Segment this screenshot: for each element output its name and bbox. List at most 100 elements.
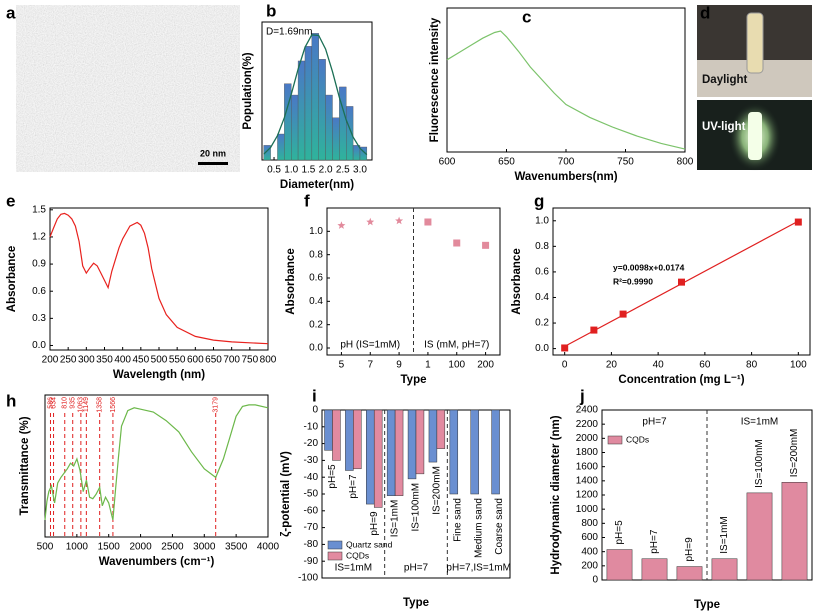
histogram-bar: [346, 106, 354, 161]
x-tick-label: 800: [677, 157, 694, 168]
x-tick-label: 3500: [225, 542, 248, 553]
bar: [676, 566, 703, 581]
y-tick-label: -60: [304, 505, 319, 516]
y-tick-label: 0.0: [309, 343, 323, 354]
y-tick-label: 600: [581, 532, 598, 543]
y-tick-label: -40: [304, 472, 319, 483]
histogram-bar: [339, 86, 347, 161]
x-axis-title: Diameter(nm): [280, 179, 354, 191]
y-tick-label: 800: [581, 518, 598, 529]
bar: [436, 409, 446, 449]
y-tick-label: 0.6: [535, 267, 549, 278]
peak-label: 810: [62, 397, 69, 409]
y-tick-label: 1.0: [535, 215, 549, 226]
bar: [324, 409, 333, 451]
peak-label: 1358: [97, 397, 104, 413]
x-tick-label: 350: [96, 355, 113, 366]
peak-label: 3179: [213, 397, 220, 413]
group-label: IS (mM, pH=7): [424, 340, 489, 351]
annotation: R²=0.9990: [613, 276, 653, 286]
y-tick-label: 1400: [576, 475, 599, 486]
x-tick-label: 5: [339, 360, 345, 371]
x-tick-label: 500: [37, 542, 54, 553]
peak-label: 935: [70, 397, 77, 409]
bar: [781, 482, 808, 581]
y-tick-label: 0.2: [309, 319, 323, 330]
y-axis-title: Population(%): [242, 52, 254, 129]
y-tick-label: 0.6: [32, 286, 46, 297]
x-tick-label: 0.5: [267, 165, 281, 176]
y-tick-label: 1600: [576, 461, 599, 472]
star-marker: [337, 221, 346, 229]
x-axis-title: Wavenumbers (cm⁻¹): [99, 556, 215, 568]
bar: [332, 409, 341, 461]
bar: [449, 409, 459, 495]
data-line: [44, 404, 269, 521]
square-marker: [590, 326, 598, 334]
category-label: pH=9: [369, 511, 380, 536]
histogram-bar: [311, 33, 319, 161]
plot-frame: [44, 394, 269, 538]
data-line: [446, 30, 686, 150]
category-label: IS=100mM: [754, 439, 765, 488]
x-tick-label: 1: [425, 360, 431, 371]
bar: [407, 409, 417, 480]
panel-label: g: [534, 191, 544, 210]
group-label: pH=7: [404, 563, 429, 574]
group-label: IS=1mM: [335, 563, 373, 574]
x-axis-title: Type: [403, 597, 429, 609]
y-tick-label: 1.2: [32, 232, 46, 243]
x-axis-title: Wavelength (nm): [113, 369, 205, 381]
annotation: y=0.0098x+0.0174: [613, 262, 685, 272]
x-tick-label: 1.5: [301, 165, 315, 176]
y-tick-label: -50: [304, 489, 319, 500]
x-tick-label: 250: [60, 355, 77, 366]
histogram-bar: [318, 59, 326, 161]
category-label: pH=5: [614, 520, 625, 545]
x-tick-label: 40: [653, 360, 665, 371]
x-tick-label: 4000: [257, 542, 280, 553]
bar: [373, 409, 383, 508]
x-tick-label: 1.0: [284, 165, 298, 176]
panel-label: b: [266, 1, 276, 20]
y-axis-title: Fluorescence intensity: [429, 17, 441, 142]
bar: [415, 409, 425, 475]
y-tick-label: 0.3: [32, 313, 46, 324]
square-marker: [482, 241, 490, 249]
annotation: D=1.69nm: [266, 27, 312, 38]
y-tick-label: 0.8: [309, 249, 323, 260]
y-tick-label: 0.8: [535, 241, 549, 252]
square-marker: [561, 344, 569, 352]
vial: [746, 12, 764, 74]
y-tick-label: 0: [592, 575, 598, 586]
group-label: pH (IS=1mM): [340, 340, 400, 351]
y-tick-label: -20: [304, 438, 319, 449]
x-tick-label: 300: [78, 355, 95, 366]
y-tick-label: 2200: [576, 419, 599, 430]
x-tick-label: 1000: [66, 542, 89, 553]
bar: [428, 409, 438, 463]
y-tick-label: 0: [312, 405, 318, 416]
histogram-bar: [325, 94, 333, 161]
group-label: IS=1mM: [741, 417, 779, 428]
y-axis-title: Hydrodynamic diameter (nm): [550, 415, 562, 574]
category-label: IS=200mM: [789, 429, 800, 478]
x-tick-label: 7: [367, 360, 373, 371]
x-tick-label: 800: [260, 355, 277, 366]
x-tick-label: 750: [617, 157, 634, 168]
x-axis-title: Type: [694, 599, 720, 611]
photo-caption: Daylight: [702, 74, 748, 86]
x-tick-label: 700: [558, 157, 575, 168]
x-axis-title: Concentration (mg L⁻¹): [618, 374, 744, 386]
peak-label: 1063: [78, 397, 85, 413]
x-tick-label: 80: [746, 360, 758, 371]
histogram-bar: [263, 145, 271, 161]
x-axis-title: Wavenumbers(nm): [514, 171, 617, 183]
category-label: IS=1mM: [719, 516, 730, 554]
y-tick-label: 400: [581, 546, 598, 557]
data-line: [49, 212, 269, 345]
uv-vial: [748, 112, 762, 160]
y-tick-label: 0.4: [309, 296, 323, 307]
y-tick-label: -30: [304, 455, 319, 466]
